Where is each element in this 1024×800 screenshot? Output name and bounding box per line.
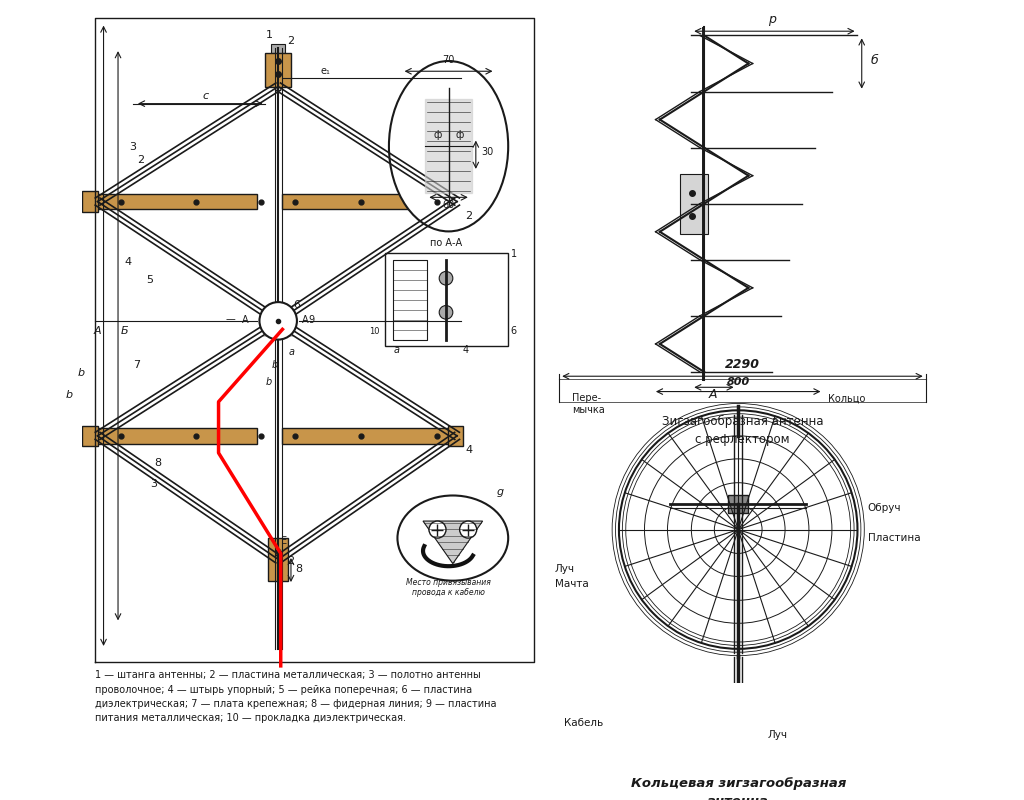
- Text: провода к кабелю: провода к кабелю: [412, 588, 485, 597]
- FancyBboxPatch shape: [265, 53, 291, 86]
- Text: 8: 8: [155, 458, 162, 468]
- Text: b: b: [78, 368, 85, 378]
- Ellipse shape: [397, 495, 508, 581]
- Text: 7: 7: [133, 360, 140, 370]
- FancyBboxPatch shape: [95, 428, 257, 443]
- FancyBboxPatch shape: [268, 538, 289, 581]
- FancyBboxPatch shape: [82, 191, 97, 212]
- Text: Луч: Луч: [768, 730, 788, 740]
- Text: 60: 60: [442, 199, 455, 210]
- FancyBboxPatch shape: [271, 44, 285, 53]
- Text: Зигзагообразная антенна
с рефлектором: Зигзагообразная антенна с рефлектором: [662, 414, 823, 446]
- Text: 6: 6: [511, 326, 517, 336]
- Text: 5: 5: [146, 274, 154, 285]
- Circle shape: [721, 700, 756, 734]
- Text: 10: 10: [370, 326, 380, 336]
- FancyBboxPatch shape: [447, 426, 463, 446]
- Text: 8: 8: [295, 564, 302, 574]
- Polygon shape: [425, 99, 472, 193]
- Text: Б: Б: [121, 326, 129, 336]
- Text: 3: 3: [151, 479, 158, 489]
- FancyBboxPatch shape: [283, 428, 449, 443]
- Text: А: А: [94, 326, 101, 336]
- Circle shape: [730, 709, 746, 726]
- FancyBboxPatch shape: [82, 426, 97, 446]
- Text: Обруч: Обруч: [867, 503, 901, 514]
- Text: a: a: [274, 330, 280, 340]
- Text: А: А: [709, 387, 717, 401]
- Text: g: g: [497, 487, 504, 498]
- Text: р: р: [768, 13, 776, 26]
- Circle shape: [259, 302, 297, 339]
- Text: Кольцевая зигзагообразная
антенна: Кольцевая зигзагообразная антенна: [631, 777, 846, 800]
- Text: b: b: [265, 377, 271, 386]
- Circle shape: [439, 306, 453, 319]
- Text: a: a: [289, 347, 295, 357]
- Text: Кольцо: Кольцо: [827, 394, 865, 403]
- Text: по А-А: по А-А: [430, 238, 463, 248]
- Text: 2: 2: [287, 556, 294, 566]
- Text: Место привязывания: Место привязывания: [407, 578, 490, 587]
- Text: 6: 6: [294, 300, 300, 310]
- Text: ф: ф: [433, 130, 441, 140]
- FancyBboxPatch shape: [385, 253, 508, 346]
- Text: Мачта: Мачта: [555, 579, 589, 590]
- Text: 30: 30: [481, 146, 494, 157]
- Text: 2: 2: [466, 210, 473, 221]
- Text: b: b: [66, 390, 73, 399]
- Text: 9: 9: [308, 314, 314, 325]
- Text: А: А: [302, 314, 308, 325]
- Text: 4: 4: [125, 258, 132, 267]
- Text: 1 — штанга антенны; 2 — пластина металлическая; 3 — полотно антенны
проволочное;: 1 — штанга антенны; 2 — пластина металли…: [95, 670, 497, 723]
- FancyBboxPatch shape: [730, 702, 746, 731]
- Text: А: А: [242, 314, 249, 325]
- Ellipse shape: [389, 61, 508, 231]
- Text: 4: 4: [463, 346, 469, 355]
- Text: ф: ф: [456, 130, 464, 140]
- Text: 800: 800: [727, 377, 750, 386]
- Text: 2: 2: [137, 155, 144, 166]
- Text: с: с: [203, 91, 209, 102]
- FancyBboxPatch shape: [283, 194, 449, 210]
- Text: Пере-
мычка: Пере- мычка: [572, 394, 605, 415]
- Text: —: —: [226, 314, 236, 325]
- Circle shape: [439, 271, 453, 285]
- Circle shape: [429, 521, 446, 538]
- Text: 3: 3: [129, 142, 136, 153]
- Text: 70: 70: [442, 54, 455, 65]
- Text: е₁: е₁: [321, 66, 331, 76]
- Circle shape: [460, 521, 477, 538]
- Text: а: а: [393, 346, 399, 355]
- Text: 4: 4: [466, 445, 473, 455]
- FancyBboxPatch shape: [680, 174, 708, 234]
- Text: 1: 1: [265, 30, 272, 40]
- Text: Пластина: Пластина: [867, 533, 921, 543]
- FancyBboxPatch shape: [728, 495, 749, 513]
- Text: Луч: Луч: [555, 564, 575, 574]
- FancyBboxPatch shape: [447, 191, 463, 212]
- Text: Е: Е: [281, 536, 287, 546]
- Text: Кабель: Кабель: [563, 718, 603, 727]
- Text: 2: 2: [287, 36, 294, 46]
- Text: 1: 1: [511, 249, 517, 259]
- Text: b: b: [271, 360, 278, 370]
- FancyBboxPatch shape: [95, 194, 257, 210]
- Polygon shape: [423, 521, 482, 564]
- Text: 2290: 2290: [725, 358, 760, 370]
- Text: б: б: [870, 54, 878, 66]
